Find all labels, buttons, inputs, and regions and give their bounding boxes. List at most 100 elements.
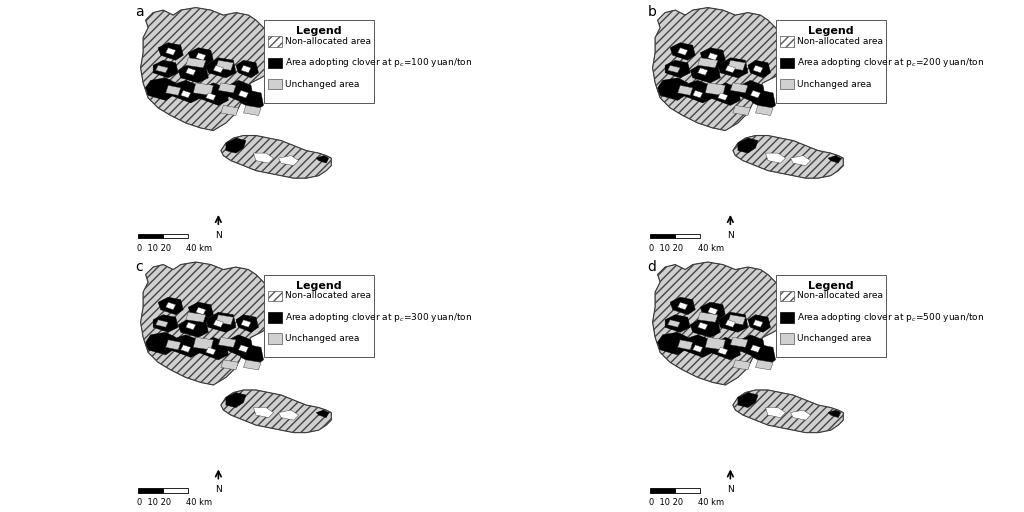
Polygon shape bbox=[221, 360, 239, 370]
Polygon shape bbox=[748, 315, 770, 332]
Polygon shape bbox=[733, 360, 751, 370]
Polygon shape bbox=[697, 58, 718, 68]
FancyBboxPatch shape bbox=[775, 20, 886, 103]
Polygon shape bbox=[196, 307, 206, 315]
FancyBboxPatch shape bbox=[780, 312, 794, 323]
Polygon shape bbox=[718, 93, 728, 100]
Polygon shape bbox=[194, 83, 213, 95]
Polygon shape bbox=[652, 262, 788, 385]
Polygon shape bbox=[239, 345, 263, 365]
Polygon shape bbox=[735, 335, 766, 357]
Polygon shape bbox=[730, 337, 748, 347]
Polygon shape bbox=[751, 90, 775, 111]
Polygon shape bbox=[718, 347, 728, 355]
Polygon shape bbox=[728, 315, 745, 325]
Polygon shape bbox=[166, 48, 176, 55]
Polygon shape bbox=[678, 340, 692, 350]
Polygon shape bbox=[241, 65, 251, 73]
Text: Area adopting clover at p$_c$=300 yuan/ton: Area adopting clover at p$_c$=300 yuan/t… bbox=[285, 311, 472, 324]
Text: Legend: Legend bbox=[808, 27, 854, 36]
Polygon shape bbox=[670, 42, 695, 60]
Polygon shape bbox=[751, 345, 775, 365]
Polygon shape bbox=[791, 156, 811, 166]
Polygon shape bbox=[145, 332, 176, 355]
Polygon shape bbox=[185, 58, 206, 68]
Polygon shape bbox=[206, 58, 236, 78]
Polygon shape bbox=[708, 307, 718, 315]
Text: Non-allocated area: Non-allocated area bbox=[797, 291, 883, 301]
Polygon shape bbox=[154, 60, 178, 78]
FancyBboxPatch shape bbox=[268, 333, 282, 344]
Polygon shape bbox=[678, 48, 688, 55]
FancyBboxPatch shape bbox=[268, 291, 282, 301]
FancyBboxPatch shape bbox=[268, 36, 282, 47]
Text: c: c bbox=[135, 260, 143, 273]
Polygon shape bbox=[733, 136, 843, 178]
Polygon shape bbox=[718, 312, 748, 332]
Polygon shape bbox=[236, 315, 258, 332]
Polygon shape bbox=[199, 83, 228, 105]
Polygon shape bbox=[657, 78, 688, 100]
Polygon shape bbox=[178, 317, 208, 337]
Polygon shape bbox=[725, 319, 735, 327]
FancyBboxPatch shape bbox=[268, 312, 282, 323]
Polygon shape bbox=[738, 393, 758, 408]
Text: Unchanged area: Unchanged area bbox=[285, 79, 359, 89]
Polygon shape bbox=[218, 337, 236, 347]
Polygon shape bbox=[216, 315, 233, 325]
Polygon shape bbox=[706, 83, 725, 95]
Text: 0  10 20: 0 10 20 bbox=[137, 498, 171, 507]
Polygon shape bbox=[226, 393, 246, 408]
Text: N: N bbox=[215, 485, 222, 494]
Polygon shape bbox=[711, 337, 740, 360]
Text: 0  10 20: 0 10 20 bbox=[649, 244, 683, 253]
Polygon shape bbox=[199, 337, 228, 360]
FancyBboxPatch shape bbox=[263, 274, 374, 357]
Polygon shape bbox=[188, 302, 213, 319]
Text: Area adopting clover at p$_c$=500 yuan/ton: Area adopting clover at p$_c$=500 yuan/t… bbox=[797, 311, 984, 324]
Polygon shape bbox=[241, 319, 251, 327]
Polygon shape bbox=[738, 138, 758, 153]
Text: 40 km: 40 km bbox=[697, 498, 724, 507]
FancyBboxPatch shape bbox=[263, 20, 374, 103]
Polygon shape bbox=[206, 312, 236, 332]
Polygon shape bbox=[756, 105, 773, 116]
Polygon shape bbox=[690, 63, 720, 83]
Polygon shape bbox=[171, 80, 201, 103]
Polygon shape bbox=[730, 83, 748, 93]
Polygon shape bbox=[711, 83, 740, 105]
Text: Non-allocated area: Non-allocated area bbox=[797, 37, 883, 46]
FancyBboxPatch shape bbox=[775, 274, 886, 357]
Polygon shape bbox=[728, 60, 745, 70]
Text: Unchanged area: Unchanged area bbox=[797, 79, 871, 89]
Text: Area adopting clover at p$_c$=100 yuan/ton: Area adopting clover at p$_c$=100 yuan/t… bbox=[285, 56, 472, 69]
Polygon shape bbox=[180, 90, 190, 98]
Polygon shape bbox=[145, 78, 176, 100]
Polygon shape bbox=[185, 68, 196, 75]
Polygon shape bbox=[668, 319, 680, 327]
Text: N: N bbox=[727, 230, 734, 240]
Polygon shape bbox=[316, 156, 329, 163]
Polygon shape bbox=[706, 337, 725, 350]
Bar bbox=[138, 488, 163, 493]
Polygon shape bbox=[700, 302, 725, 319]
Polygon shape bbox=[753, 319, 763, 327]
Polygon shape bbox=[156, 319, 168, 327]
Text: b: b bbox=[647, 5, 656, 19]
Polygon shape bbox=[223, 80, 254, 103]
Polygon shape bbox=[748, 60, 770, 78]
Polygon shape bbox=[753, 65, 763, 73]
Bar bbox=[163, 488, 188, 493]
Polygon shape bbox=[178, 63, 208, 83]
Text: Legend: Legend bbox=[296, 27, 342, 36]
Polygon shape bbox=[188, 48, 213, 65]
Polygon shape bbox=[239, 345, 249, 352]
Polygon shape bbox=[692, 345, 702, 352]
FancyBboxPatch shape bbox=[780, 79, 794, 90]
Polygon shape bbox=[316, 410, 329, 418]
Polygon shape bbox=[206, 93, 216, 100]
Polygon shape bbox=[158, 42, 183, 60]
Polygon shape bbox=[154, 315, 178, 332]
Polygon shape bbox=[156, 65, 168, 73]
Text: d: d bbox=[647, 260, 656, 273]
